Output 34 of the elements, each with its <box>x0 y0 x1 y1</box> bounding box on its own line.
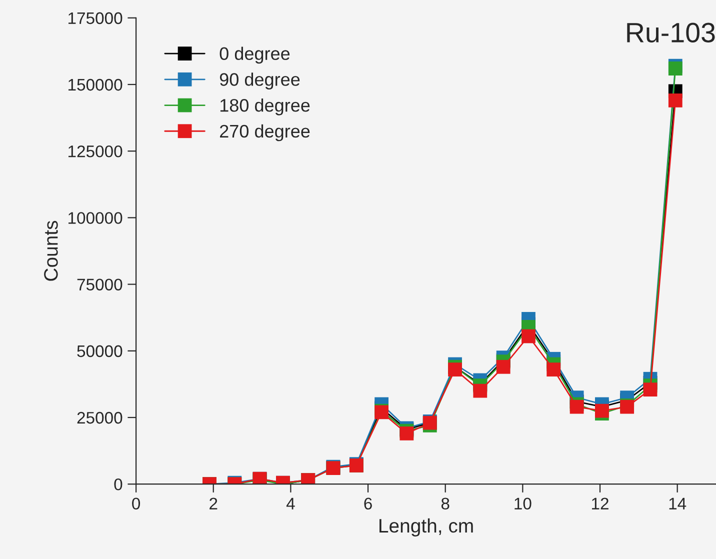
legend-label: 90 degree <box>220 72 300 90</box>
x-tick-label: 12 <box>592 498 608 510</box>
y-tick-label: 125000 <box>68 145 122 158</box>
x-axis-title: Length, cm <box>380 518 473 537</box>
point <box>473 384 488 398</box>
point <box>570 400 584 414</box>
point <box>668 62 682 76</box>
point <box>400 426 414 440</box>
y-tick-label: 100000 <box>68 212 122 224</box>
legend-label: 180 degree <box>220 98 310 116</box>
x-tick-label: 6 <box>364 498 372 510</box>
x-tick-label: 0 <box>132 498 140 510</box>
legend-label: 0 degree <box>220 46 290 64</box>
point <box>643 382 658 396</box>
x-tick-label: 2 <box>210 498 218 510</box>
point <box>668 94 682 108</box>
y-tick-label: 0 <box>114 478 122 490</box>
x-tick-label: 10 <box>514 498 532 510</box>
y-tick-label: 75000 <box>77 278 122 290</box>
y-axis-title: Counts <box>44 220 58 281</box>
point <box>496 360 510 374</box>
y-tick-label: 50000 <box>77 345 122 358</box>
legend-label: 270 degree <box>220 124 310 142</box>
point <box>546 362 561 376</box>
point <box>522 329 536 344</box>
x-tick-label: 8 <box>441 498 450 510</box>
y-tick-label: 25000 <box>77 412 122 424</box>
point <box>594 404 609 418</box>
x-tick-label: 4 <box>286 498 295 510</box>
y-tick-label: 175000 <box>68 12 122 24</box>
chart-title: Ru-103 <box>627 22 715 42</box>
point <box>448 362 462 376</box>
y-tick-label: 150000 <box>68 78 122 91</box>
x-tick-label: 14 <box>669 498 686 510</box>
